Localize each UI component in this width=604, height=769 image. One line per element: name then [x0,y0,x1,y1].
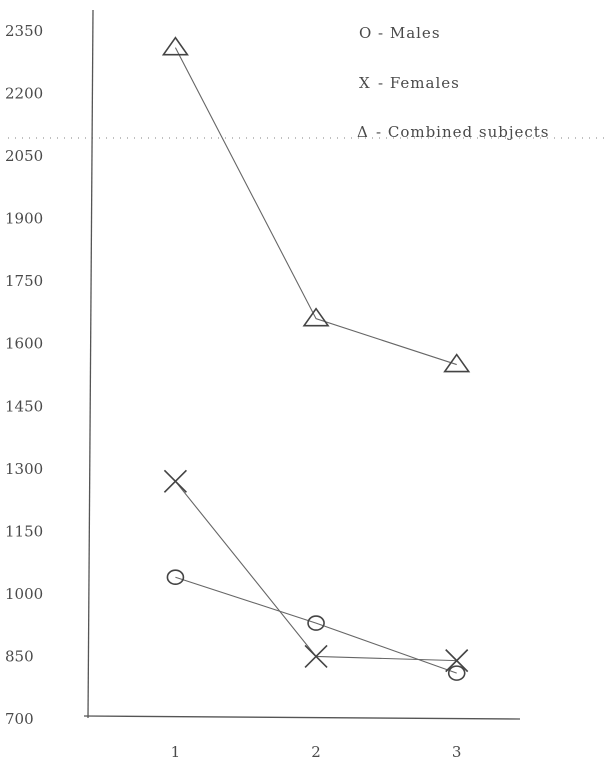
y-tick-label: 1450 [5,397,43,415]
series-line-females [174,480,457,662]
x-tick-labels: 1 2 3 [171,743,462,761]
y-tick-label: 1150 [5,522,43,540]
data-point-females-stroke-b [304,644,328,669]
legend-symbol-males: O [359,24,372,42]
data-point-females-stroke-b [445,649,469,673]
data-point-combined-subjects [161,36,189,56]
data-point-combined-subjects [443,353,471,373]
legend-symbol-females: X [359,74,371,92]
y-tick-label: 1300 [5,460,43,478]
y-axis [87,9,94,719]
x-tick-label: 1 [171,743,181,761]
data-point-females [304,644,328,669]
legend-symbol-combined: Δ [357,123,369,141]
series-line-males [175,576,457,674]
legend-label-combined: - Combined subjects [376,123,550,141]
data-point-combined-subjects [302,307,330,327]
y-tick-label: 1600 [5,335,43,353]
y-tick-label: 1900 [5,210,43,228]
data-point-females [445,649,469,673]
y-tick-label: 850 [5,647,34,665]
data-point-females-stroke-b [163,469,187,493]
series-line-combined-subjects [174,47,457,366]
x-tick-label: 3 [452,743,462,761]
y-tick-label: 700 [5,710,34,728]
y-tick-label: 1000 [5,585,43,603]
series-group [161,36,471,681]
legend-label-females: - Females [378,74,460,92]
data-point-females [163,469,187,493]
y-tick-labels: 2350 2200 2050 1900 1750 1600 1450 1300 1150 1000… [5,22,43,728]
y-tick-label: 2200 [5,85,43,103]
legend: O - Males X - Females Δ - Combined subje… [357,24,550,141]
data-point-males [307,615,325,631]
data-point-males [447,665,466,681]
data-point-males [166,569,185,586]
y-tick-label: 2350 [5,22,43,40]
x-tick-label: 2 [311,743,321,761]
y-tick-label: 2050 [5,147,43,165]
x-axis [83,715,521,720]
legend-label-males: - Males [378,24,441,42]
y-tick-label: 1750 [5,272,43,290]
